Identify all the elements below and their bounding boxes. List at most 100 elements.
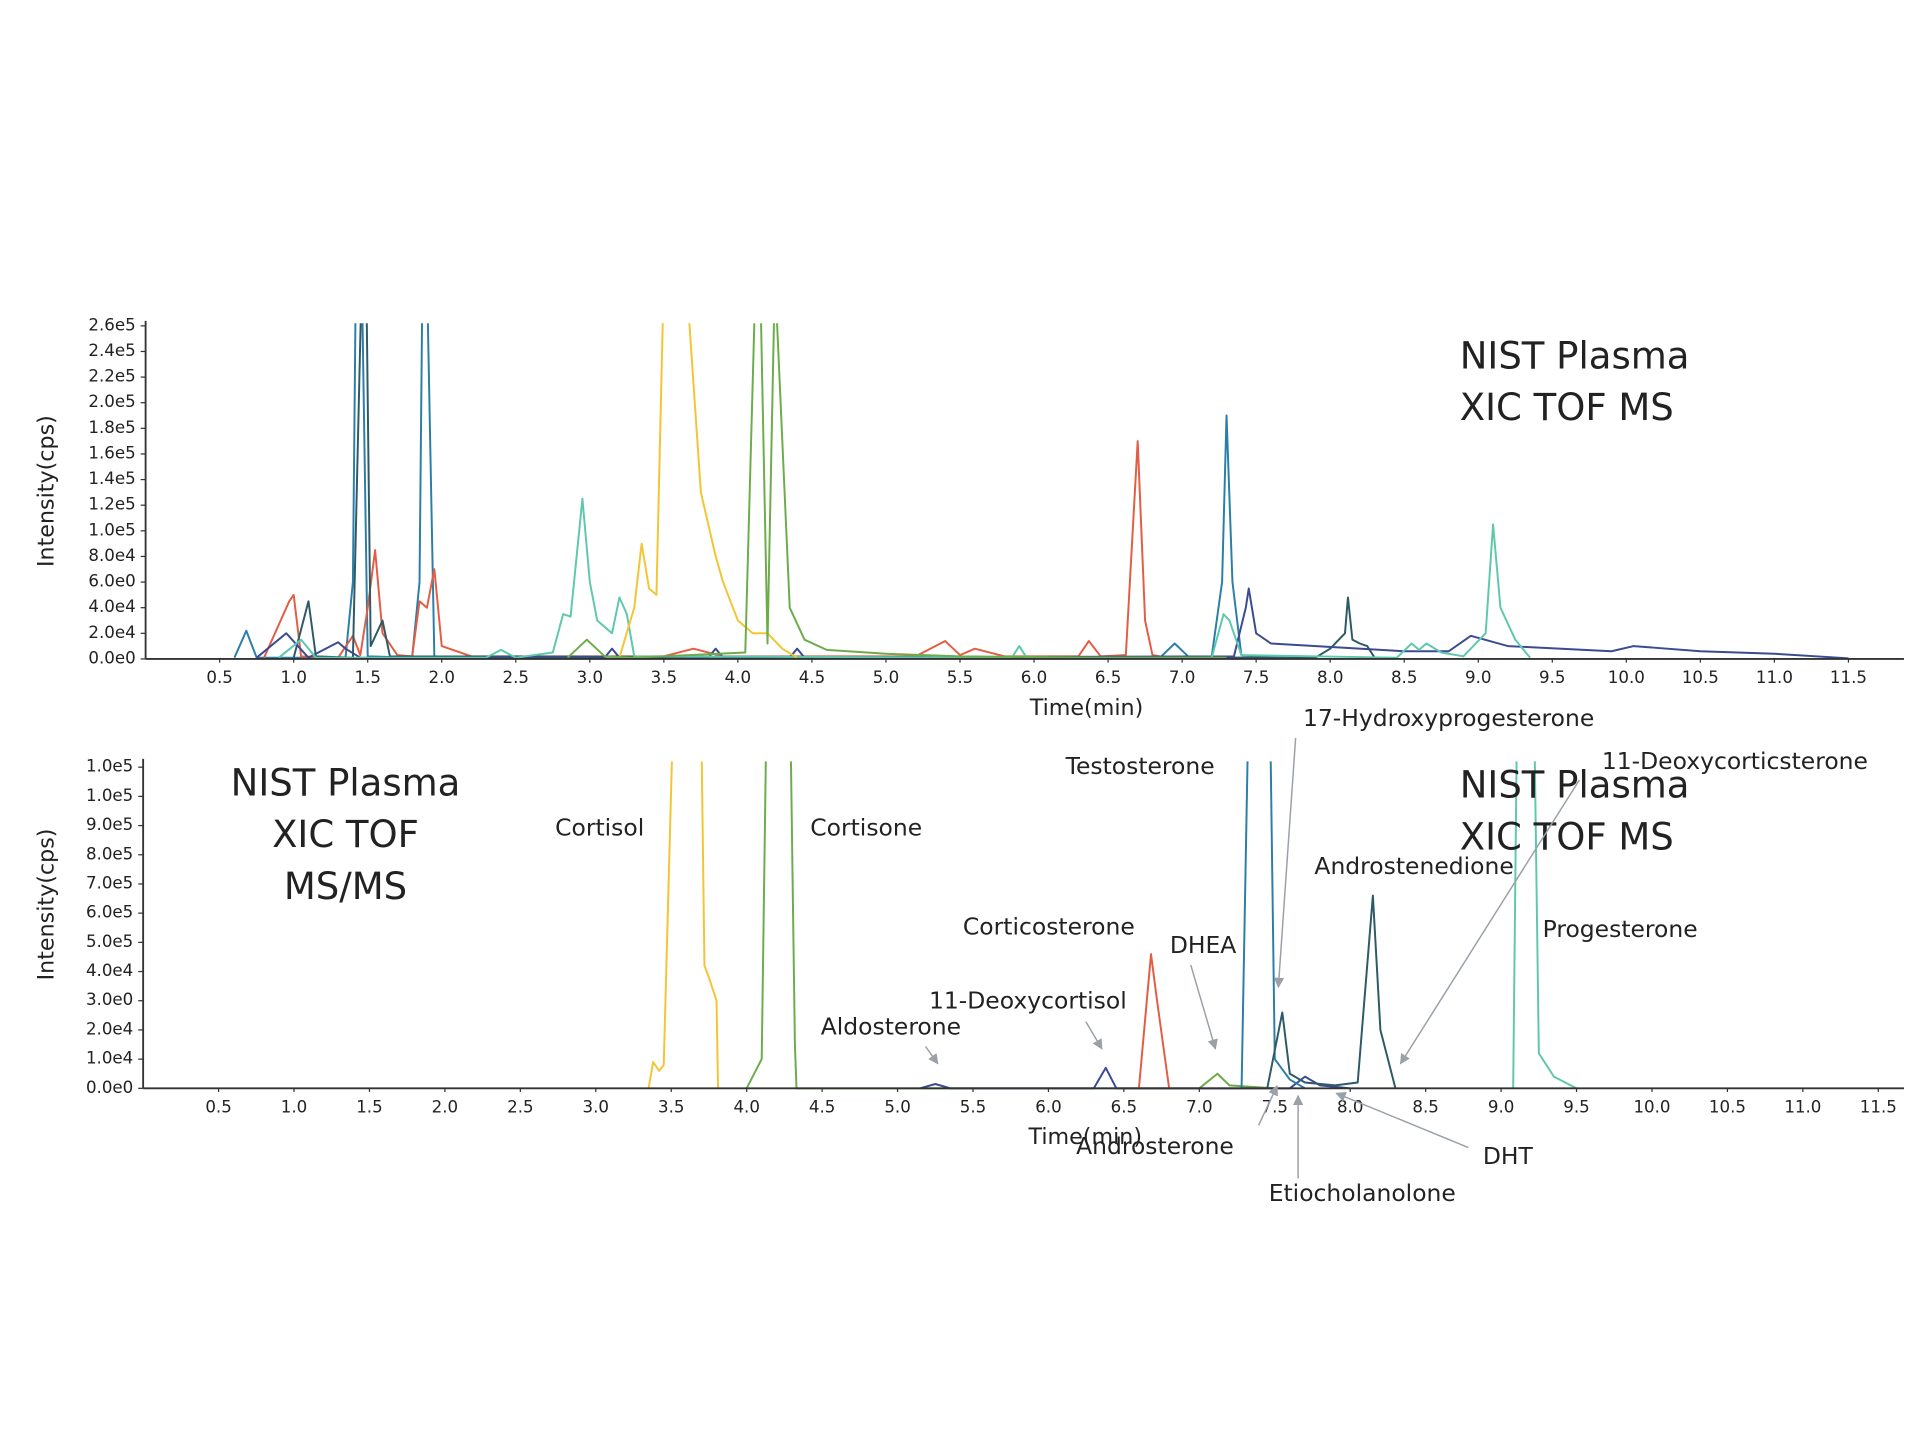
y-axis-label: Intensity(cps)	[33, 829, 59, 981]
x-tick-label: 8.0	[1337, 1098, 1363, 1117]
x-tick-label: 2.0	[429, 668, 455, 687]
x-tick-label: 4.5	[799, 668, 825, 687]
x-tick-label: 11.0	[1784, 1098, 1821, 1117]
peak-label: Cortisone	[810, 814, 922, 842]
x-tick-label: 3.5	[651, 668, 677, 687]
y-tick-label: 5.0e5	[86, 932, 133, 951]
x-tick-label: 7.5	[1243, 668, 1269, 687]
peak-label: Progesterone	[1543, 915, 1698, 943]
peak-arrow	[1399, 779, 1581, 1065]
peak-arrow	[1273, 737, 1297, 989]
peak-arrow	[1335, 1092, 1469, 1149]
y-tick-label: 0.0e0	[86, 1078, 133, 1097]
x-tick-label: 7.5	[1262, 1098, 1288, 1117]
peak-label: DHT	[1483, 1142, 1534, 1170]
chart-title: NIST Plasma	[1460, 334, 1690, 377]
x-tick-label: 3.0	[577, 668, 603, 687]
series-line	[1240, 761, 1306, 1090]
peak-label: DHEA	[1170, 931, 1237, 959]
peak-arrow	[1257, 1084, 1278, 1126]
y-tick-label: 0.0e0	[88, 648, 135, 667]
x-tick-label: 8.5	[1391, 668, 1417, 687]
x-tick-label: 1.0	[281, 1098, 307, 1117]
series-line	[256, 587, 1849, 660]
x-tick-label: 2.5	[507, 1098, 533, 1117]
series-line	[647, 761, 720, 1089]
x-tick-label: 10.0	[1608, 668, 1645, 687]
peak-arrow	[1085, 1021, 1103, 1050]
peak-label: Aldosterone	[821, 1012, 961, 1040]
series-line	[278, 497, 1531, 659]
y-tick-label: 2.2e5	[88, 367, 135, 386]
series-line	[1266, 894, 1397, 1089]
peak-label: Testosterone	[1065, 752, 1215, 780]
x-tick-label: 1.5	[356, 1098, 382, 1117]
y-tick-label: 1.8e5	[88, 418, 135, 437]
x-tick-label: 0.5	[205, 1098, 231, 1117]
y-tick-label: 2.0e4	[88, 623, 135, 642]
x-tick-label: 3.0	[583, 1098, 609, 1117]
chart-title: MS/MS	[284, 865, 407, 908]
y-tick-label: 1.2e5	[88, 495, 135, 514]
y-axis-label: Intensity(cps)	[33, 415, 59, 567]
x-tick-label: 5.5	[960, 1098, 986, 1117]
peak-label: Androstenedione	[1314, 852, 1513, 880]
x-tick-label: 4.0	[733, 1098, 759, 1117]
y-tick-label: 1.6e5	[88, 443, 135, 462]
x-tick-label: 1.5	[354, 668, 380, 687]
x-tick-label: 10.0	[1633, 1098, 1670, 1117]
peak-label: Corticosterone	[963, 912, 1135, 940]
series-line	[263, 440, 1168, 659]
chart-title: XIC TOF MS	[1460, 386, 1674, 429]
overlay-title: XIC TOF MS	[1460, 816, 1674, 859]
series-line	[1512, 761, 1578, 1090]
x-tick-label: 10.5	[1682, 668, 1719, 687]
y-tick-label: 1.0e4	[86, 1049, 133, 1068]
x-tick-label: 4.5	[809, 1098, 835, 1117]
y-tick-label: 8.0e4	[88, 546, 135, 565]
peak-label: 17-Hydroxyprogesterone	[1303, 704, 1594, 732]
x-tick-label: 2.5	[503, 668, 529, 687]
x-axis-label: Time(min)	[1027, 1124, 1142, 1150]
x-tick-label: 5.5	[947, 668, 973, 687]
x-tick-label: 3.5	[658, 1098, 684, 1117]
chart-title: NIST Plasma	[231, 761, 461, 804]
x-tick-label: 11.0	[1756, 668, 1793, 687]
x-tick-label: 6.5	[1111, 1098, 1137, 1117]
x-tick-label: 0.5	[206, 668, 232, 687]
x-tick-label: 8.0	[1317, 668, 1343, 687]
series-line	[566, 323, 1227, 659]
series-line	[618, 323, 798, 659]
x-axis-label: Time(min)	[1029, 695, 1144, 721]
x-tick-label: 2.0	[432, 1098, 458, 1117]
y-tick-label: 6.0e0	[88, 572, 135, 591]
series-line	[919, 1066, 1351, 1090]
y-tick-label: 4.0e4	[86, 961, 133, 980]
peak-label: Etiocholanolone	[1269, 1179, 1456, 1207]
y-tick-label: 8.0e5	[86, 844, 133, 863]
series-line	[292, 323, 1376, 659]
y-tick-label: 1.0e5	[88, 520, 135, 539]
x-tick-label: 4.0	[725, 668, 751, 687]
y-tick-label: 7.0e5	[86, 873, 133, 892]
peak-label: 11-Deoxycorticsterone	[1602, 747, 1868, 775]
chart-title: XIC TOF	[272, 813, 419, 856]
y-tick-label: 9.0e5	[86, 815, 133, 834]
series-line	[1137, 953, 1171, 1089]
x-tick-label: 6.0	[1021, 668, 1047, 687]
y-tick-label: 2.0e4	[86, 1019, 133, 1038]
y-tick-label: 1.0e5	[86, 757, 133, 776]
series-line	[233, 323, 1272, 659]
y-tick-label: 2.6e5	[88, 315, 135, 334]
x-tick-label: 8.5	[1412, 1098, 1438, 1117]
x-tick-label: 7.0	[1169, 668, 1195, 687]
peak-arrow	[1190, 964, 1218, 1050]
y-tick-label: 1.4e5	[88, 469, 135, 488]
y-tick-label: 4.0e4	[88, 597, 135, 616]
x-tick-label: 9.5	[1563, 1098, 1589, 1117]
x-tick-label: 9.0	[1465, 668, 1491, 687]
y-tick-label: 3.0e0	[86, 990, 133, 1009]
peak-arrow	[924, 1045, 939, 1065]
